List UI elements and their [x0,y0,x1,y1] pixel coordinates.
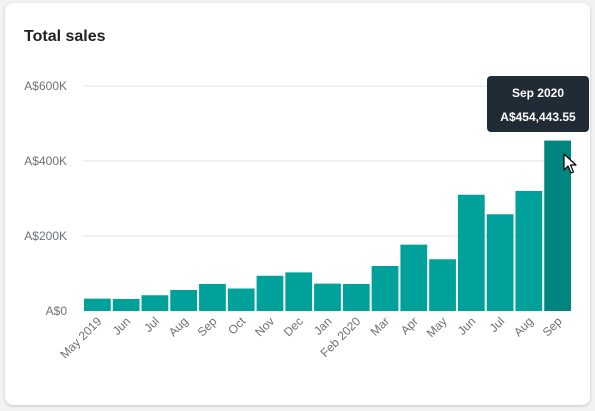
y-tick-label: A$400K [24,154,67,168]
bar-may-2019[interactable] [84,298,111,311]
bar-jul[interactable] [486,214,514,311]
bar-jan[interactable] [314,283,341,311]
bar-sep[interactable] [544,140,571,311]
x-tick-label: Jan [311,314,335,338]
y-tick-label: A$0 [46,304,68,318]
bar-apr[interactable] [400,244,428,311]
x-tick-label: Dec [281,314,306,339]
x-tick-label: Jun [455,314,479,338]
x-tick-label: May [424,314,450,340]
bar-dec[interactable] [285,272,313,311]
bar-may[interactable] [429,259,456,311]
x-tick-label: Aug [166,314,191,339]
x-tick-label: Jul [486,314,507,335]
y-axis: A$0 A$200K A$400K A$600K [24,79,67,318]
bar-sep[interactable] [199,284,226,311]
x-tick-label: Apr [398,314,421,337]
tooltip-date: Sep 2020 [511,86,565,100]
x-tick-label: May 2019 [57,314,104,361]
bars [84,140,571,312]
tooltip-value: A$454,443.55 [500,110,576,124]
bar-aug[interactable] [170,290,198,311]
x-tick-label: Oct [225,314,249,338]
x-tick-label: Jul [141,314,162,335]
bar-jul[interactable] [141,295,169,311]
x-tick-label: Jun [110,314,134,338]
bar-feb-2020[interactable] [342,284,370,311]
bar-oct[interactable] [227,288,255,312]
y-tick-label: A$200K [24,229,67,243]
bar-jun[interactable] [457,194,485,311]
x-tick-label: Mar [368,314,393,339]
bar-nov[interactable] [256,275,284,311]
bar-aug[interactable] [515,191,543,311]
bar-tooltip: Sep 2020 A$454,443.55 [487,76,589,132]
x-tick-label: Aug [511,314,536,339]
card-title: Total sales [24,28,106,45]
total-sales-card: Total sales [5,3,590,405]
bar-mar[interactable] [371,266,399,311]
x-tick-label: Sep [195,314,220,339]
x-tick-label: Sep [540,314,565,339]
bar-jun[interactable] [112,299,140,311]
mouse-pointer-icon [563,153,577,180]
y-tick-label: A$600K [24,79,67,93]
x-tick-label: Nov [252,314,277,339]
